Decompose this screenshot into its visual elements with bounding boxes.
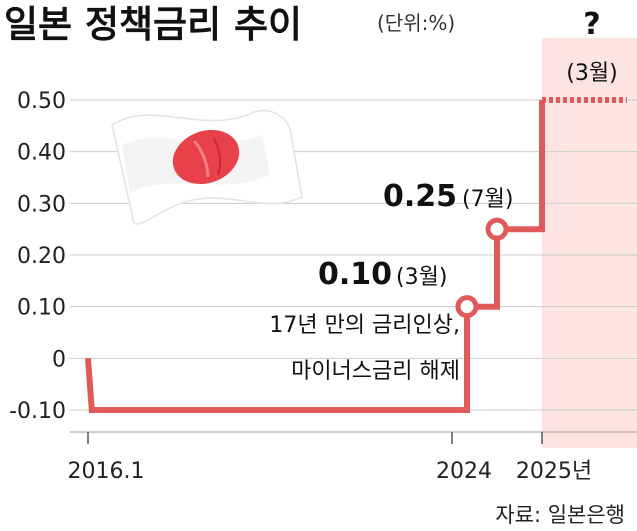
forecast-question-mark: ?: [583, 7, 600, 42]
x-tick-label: 2016.1: [68, 459, 145, 484]
markers: [455, 217, 509, 319]
forecast-month-label: (3월): [566, 61, 617, 86]
y-tick-label: 0.10: [17, 296, 66, 321]
y-tick-label: 0.30: [17, 192, 66, 217]
data-point-marker: [455, 295, 479, 319]
jul2024-value-label: 0.25: [383, 179, 457, 214]
forecast-band: [542, 38, 637, 448]
x-tick-label: 2024: [436, 459, 492, 484]
data-point-marker: [485, 217, 509, 241]
y-tick-label: 0.20: [17, 244, 66, 269]
mar2024-value-label: 0.10: [318, 257, 392, 292]
y-tick-label: 0.40: [17, 141, 66, 166]
japan-flag-icon: [111, 109, 303, 225]
chart-title: 일본 정책금리 추이: [4, 3, 302, 46]
x-tick-labels: 2016.1 2024 2025년: [68, 432, 592, 484]
mar2024-note-line1: 17년 만의 금리인상,: [269, 313, 460, 338]
y-tick-label: -0.10: [9, 399, 66, 424]
x-tick-label: 2025년: [516, 459, 592, 484]
unit-label: (단위:%): [377, 11, 455, 35]
y-tick-labels: 0.50 0.40 0.30 0.20 0.10 0 -0.10: [9, 89, 66, 424]
source-label: 자료: 일본은행: [495, 503, 625, 527]
rate-line: [85, 100, 545, 413]
jul2024-month-label: (7월): [462, 187, 513, 212]
y-tick-label: 0.50: [17, 89, 66, 114]
mar2024-note-line2: 마이너스금리 해제: [291, 359, 460, 384]
y-tick-label: 0: [52, 347, 66, 372]
mar2024-month-label: (3월): [396, 265, 447, 290]
